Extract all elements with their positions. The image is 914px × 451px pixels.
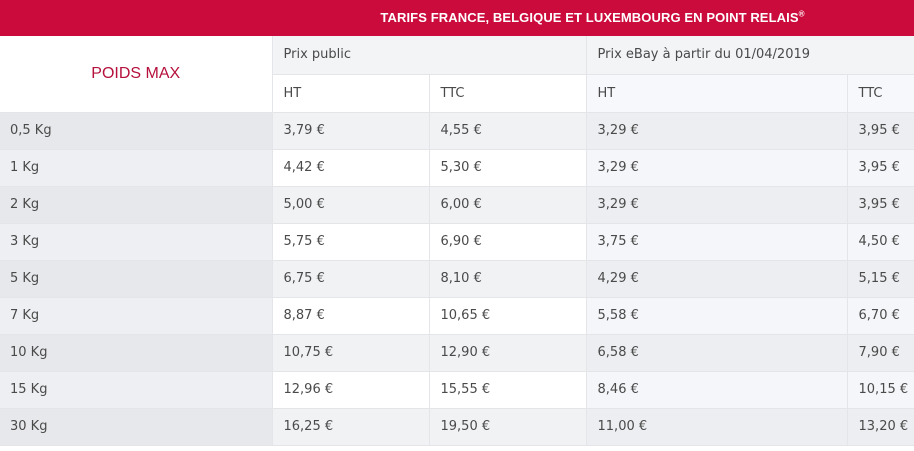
banner-title: TARIFS FRANCE, BELGIQUE ET LUXEMBOURG EN… xyxy=(271,0,914,36)
weight-column-header: POIDS MAX xyxy=(0,36,273,113)
ebay-ht-cell: 4,29 € xyxy=(586,260,848,298)
table-row: 0,5 Kg 3,79 €4,55 €3,29 €3,95 € xyxy=(0,112,914,150)
ebay-ttc-cell: 10,15 € xyxy=(847,371,914,409)
table-row: 30 Kg 16,25 €19,50 €11,00 €13,20 € xyxy=(0,408,914,446)
table-row: 15 Kg 12,96 €15,55 €8,46 €10,15 € xyxy=(0,371,914,409)
public-ht-cell: 4,42 € xyxy=(272,149,430,187)
table-row: 1 Kg 4,42 €5,30 €3,29 €3,95 € xyxy=(0,149,914,187)
table-row: 7 Kg 8,87 €10,65 €5,58 €6,70 € xyxy=(0,297,914,335)
public-ht-header: HT xyxy=(272,74,430,113)
table-row: 3 Kg 5,75 €6,90 €3,75 €4,50 € xyxy=(0,223,914,261)
table-row: 10 Kg 10,75 €12,90 €6,58 €7,90 € xyxy=(0,334,914,372)
weight-cell: 15 Kg xyxy=(0,371,273,409)
public-ttc-cell: 19,50 € xyxy=(429,408,587,446)
public-ht-cell: 12,96 € xyxy=(272,371,430,409)
table-header-row: POIDS MAX Prix public Prix eBay à partir… xyxy=(0,36,914,113)
public-ht-cell: 5,00 € xyxy=(272,186,430,224)
ebay-ttc-cell: 5,15 € xyxy=(847,260,914,298)
public-ttc-cell: 8,10 € xyxy=(429,260,587,298)
weight-cell: 0,5 Kg xyxy=(0,112,273,150)
public-ttc-cell: 5,30 € xyxy=(429,149,587,187)
weight-cell: 2 Kg xyxy=(0,186,273,224)
public-ht-cell: 6,75 € xyxy=(272,260,430,298)
weight-cell: 30 Kg xyxy=(0,408,273,446)
public-ht-cell: 3,79 € xyxy=(272,112,430,150)
ebay-ht-cell: 3,29 € xyxy=(586,186,848,224)
registered-mark: ® xyxy=(798,9,805,19)
ebay-price-group-header: Prix eBay à partir du 01/04/2019 xyxy=(586,36,914,75)
public-ttc-cell: 6,90 € xyxy=(429,223,587,261)
public-ht-cell: 5,75 € xyxy=(272,223,430,261)
tariff-table: POIDS MAX Prix public Prix eBay à partir… xyxy=(0,36,914,446)
ebay-ttc-cell: 13,20 € xyxy=(847,408,914,446)
ebay-ttc-cell: 6,70 € xyxy=(847,297,914,335)
ebay-ht-cell: 3,75 € xyxy=(586,223,848,261)
public-ttc-cell: 10,65 € xyxy=(429,297,587,335)
table-row: 5 Kg 6,75 €8,10 €4,29 €5,15 € xyxy=(0,260,914,298)
weight-cell: 1 Kg xyxy=(0,149,273,187)
weight-cell: 10 Kg xyxy=(0,334,273,372)
ebay-ttc-cell: 4,50 € xyxy=(847,223,914,261)
public-price-group-header: Prix public xyxy=(272,36,587,75)
ebay-ht-cell: 8,46 € xyxy=(586,371,848,409)
ebay-ht-cell: 5,58 € xyxy=(586,297,848,335)
public-ht-cell: 8,87 € xyxy=(272,297,430,335)
ebay-ht-cell: 3,29 € xyxy=(586,112,848,150)
ebay-ttc-header: TTC xyxy=(847,74,914,113)
table-subheader-row: HT TTC HT TTC xyxy=(0,74,914,113)
ebay-ht-cell: 6,58 € xyxy=(586,334,848,372)
ebay-ttc-cell: 3,95 € xyxy=(847,186,914,224)
title-banner: TARIFS FRANCE, BELGIQUE ET LUXEMBOURG EN… xyxy=(0,0,914,36)
public-ht-cell: 16,25 € xyxy=(272,408,430,446)
weight-cell: 3 Kg xyxy=(0,223,273,261)
public-ttc-cell: 15,55 € xyxy=(429,371,587,409)
ebay-ttc-cell: 7,90 € xyxy=(847,334,914,372)
public-ttc-cell: 4,55 € xyxy=(429,112,587,150)
weight-cell: 5 Kg xyxy=(0,260,273,298)
ebay-ht-cell: 3,29 € xyxy=(586,149,848,187)
ebay-ttc-cell: 3,95 € xyxy=(847,112,914,150)
public-ttc-cell: 6,00 € xyxy=(429,186,587,224)
public-ttc-cell: 12,90 € xyxy=(429,334,587,372)
public-ttc-header: TTC xyxy=(429,74,587,113)
table-row: 2 Kg 5,00 €6,00 €3,29 €3,95 € xyxy=(0,186,914,224)
ebay-ht-header: HT xyxy=(586,74,848,113)
ebay-ttc-cell: 3,95 € xyxy=(847,149,914,187)
ebay-ht-cell: 11,00 € xyxy=(586,408,848,446)
banner-title-text: TARIFS FRANCE, BELGIQUE ET LUXEMBOURG EN… xyxy=(380,10,799,25)
weight-cell: 7 Kg xyxy=(0,297,273,335)
public-ht-cell: 10,75 € xyxy=(272,334,430,372)
